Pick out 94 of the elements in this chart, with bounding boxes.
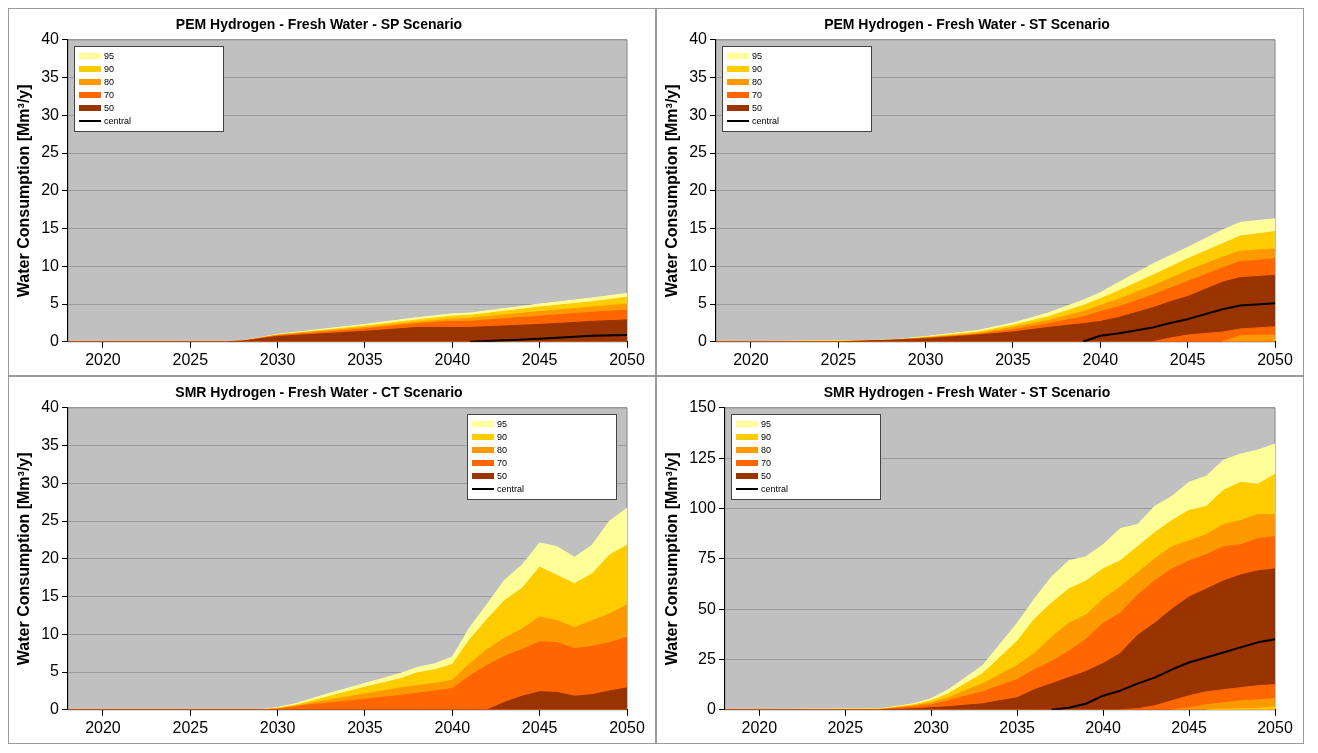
y-tick-label: 20 [41, 181, 60, 199]
y-tick-label: 15 [41, 218, 60, 236]
x-tick-label: 2020 [85, 350, 121, 368]
legend-label: 50 [760, 469, 771, 483]
legend-label: 80 [497, 443, 508, 457]
legend-label: central [103, 114, 131, 128]
x-tick-label: 2030 [907, 350, 944, 368]
y-tick-label: 0 [50, 332, 60, 350]
x-tick-label: 2030 [259, 718, 296, 736]
y-tick-label: 125 [689, 448, 716, 466]
legend-label: 90 [751, 62, 762, 76]
y-tick-label: 50 [698, 599, 716, 617]
y-tick-label: 30 [41, 105, 60, 123]
x-tick-label: 2025 [172, 718, 209, 736]
y-axis-title: Water Consumption [Mm³/y] [663, 452, 681, 666]
legend-label: 90 [497, 430, 508, 444]
legend-label: 80 [103, 75, 114, 89]
y-tick-label: 150 [689, 398, 716, 416]
y-tick-label: 10 [41, 624, 60, 642]
legend-label: 95 [497, 417, 508, 431]
legend-label: 70 [760, 456, 771, 470]
x-tick-label: 2020 [85, 718, 121, 736]
legend-label: 95 [751, 49, 762, 63]
x-tick-label: 2020 [741, 718, 778, 736]
y-tick-label: 35 [689, 67, 708, 85]
y-axis-title: Water Consumption [Mm³/y] [663, 84, 681, 298]
x-tick-label: 2045 [1169, 350, 1206, 368]
legend-label: 50 [103, 101, 114, 115]
x-tick-label: 2030 [913, 718, 950, 736]
x-tick-label: 2040 [1082, 350, 1119, 368]
y-tick-label: 15 [41, 586, 60, 604]
x-tick-label: 2050 [609, 718, 645, 736]
y-tick-label: 35 [41, 435, 60, 453]
legend-label: 80 [751, 75, 762, 89]
y-tick-label: 40 [41, 30, 60, 48]
y-tick-label: 40 [41, 398, 60, 416]
y-tick-label: 100 [689, 498, 716, 516]
legend-label: 95 [103, 49, 114, 63]
y-tick-label: 10 [689, 256, 708, 274]
legend-label: 50 [751, 101, 762, 115]
x-tick-label: 2040 [1085, 718, 1121, 736]
x-tick-label: 2025 [820, 350, 857, 368]
y-tick-label: 25 [41, 511, 60, 529]
y-tick-label: 30 [689, 105, 708, 123]
legend-label: central [751, 114, 779, 128]
chart-title: PEM Hydrogen - Fresh Water - SP Scenario [175, 16, 463, 33]
y-tick-label: 5 [698, 294, 708, 312]
y-tick-label: 0 [50, 700, 60, 718]
legend-label: central [497, 482, 525, 496]
chart-title: PEM Hydrogen - Fresh Water - ST Scenario [824, 16, 1110, 33]
y-tick-label: 15 [689, 218, 708, 236]
x-tick-label: 2040 [434, 718, 471, 736]
x-tick-label: 2050 [609, 350, 645, 368]
legend-label: 50 [497, 469, 508, 483]
y-tick-label: 30 [41, 473, 60, 491]
y-tick-label: 75 [698, 549, 716, 567]
legend-label: central [760, 482, 788, 496]
x-tick-label: 2020 [733, 350, 769, 368]
x-tick-label: 2025 [827, 718, 864, 736]
y-tick-label: 0 [706, 700, 716, 718]
x-tick-label: 2045 [521, 718, 558, 736]
legend-label: 70 [751, 88, 762, 102]
y-tick-label: 25 [689, 143, 708, 161]
y-tick-label: 10 [41, 256, 60, 274]
chart-title: SMR Hydrogen - Fresh Water - ST Scenario [823, 384, 1111, 401]
legend-label: 70 [103, 88, 114, 102]
legend-label: 80 [760, 443, 771, 457]
x-tick-label: 2045 [1171, 718, 1207, 736]
y-tick-label: 25 [41, 143, 60, 161]
y-axis-title: Water Consumption [Mm³/y] [15, 84, 33, 298]
legend-label: 70 [497, 456, 508, 470]
x-tick-label: 2050 [1257, 350, 1293, 368]
y-tick-label: 0 [698, 332, 708, 350]
x-tick-label: 2050 [1257, 718, 1293, 736]
x-tick-label: 2035 [995, 350, 1031, 368]
y-tick-label: 5 [50, 662, 60, 680]
y-tick-label: 35 [41, 67, 60, 85]
y-tick-label: 20 [689, 181, 708, 199]
x-tick-label: 2030 [259, 350, 296, 368]
y-tick-label: 40 [689, 30, 708, 48]
y-tick-label: 25 [698, 649, 716, 667]
x-tick-label: 2045 [521, 350, 558, 368]
x-tick-label: 2035 [999, 718, 1036, 736]
legend-label: 90 [760, 430, 771, 444]
x-tick-label: 2025 [172, 350, 209, 368]
y-tick-label: 20 [41, 549, 60, 567]
legend-label: 95 [760, 417, 771, 431]
y-tick-label: 5 [50, 294, 60, 312]
chart-title: SMR Hydrogen - Fresh Water - CT Scenario [175, 384, 463, 401]
x-tick-label: 2040 [434, 350, 471, 368]
x-tick-label: 2035 [347, 718, 383, 736]
x-tick-label: 2035 [347, 350, 383, 368]
legend-label: 90 [103, 62, 114, 76]
y-axis-title: Water Consumption [Mm³/y] [15, 452, 33, 666]
